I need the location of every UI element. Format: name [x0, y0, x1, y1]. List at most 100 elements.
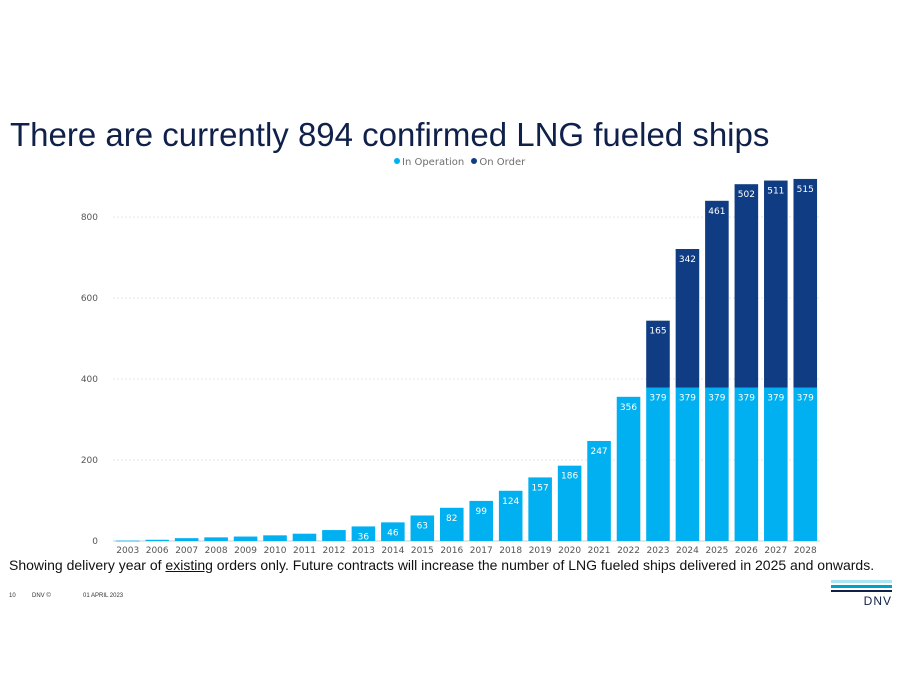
footer-page-number: 10 [9, 593, 16, 599]
legend-label-in-operation: In Operation [402, 157, 465, 168]
x-tick-label: 2019 [529, 546, 552, 556]
data-label-in-operation: 36 [358, 532, 370, 542]
bar-in-operation [351, 526, 376, 541]
x-tick-label: 2010 [264, 546, 287, 556]
legend-item-in-operation: In Operation [394, 157, 464, 168]
bar-on-order [734, 184, 759, 388]
x-tick-label: 2024 [676, 546, 699, 556]
footnote-prefix: Showing delivery year of [9, 557, 166, 573]
data-label-in-operation: 379 [649, 394, 666, 404]
logo-bar-dark [831, 590, 892, 592]
bar-in-operation [439, 507, 464, 541]
bar-in-operation [734, 387, 759, 541]
data-label-in-operation: 63 [417, 521, 428, 531]
bar-in-operation [616, 396, 641, 541]
data-label-on-order: 342 [679, 255, 696, 265]
data-label-in-operation: 379 [708, 394, 725, 404]
bar-in-operation [469, 500, 494, 541]
bar-in-operation [263, 535, 287, 541]
logo-bar-light [831, 580, 892, 583]
bar-in-operation [705, 387, 729, 541]
bar-on-order [764, 180, 788, 388]
data-label-in-operation: 247 [590, 447, 607, 457]
bar-on-order [675, 248, 700, 388]
data-label-in-operation: 99 [476, 507, 488, 517]
bar-in-operation [528, 477, 552, 541]
legend-dot-on-order [471, 158, 478, 164]
y-tick-label: 0 [92, 537, 98, 547]
x-tick-label: 2013 [352, 546, 375, 556]
data-label-in-operation: 379 [738, 394, 755, 404]
x-tick-label: 2022 [617, 546, 640, 556]
slide-title: There are currently 894 confirmed LNG fu… [10, 116, 770, 153]
data-label-in-operation: 379 [767, 394, 784, 404]
chart-legend: In Operation On Order [394, 157, 529, 168]
data-label-in-operation: 46 [387, 528, 399, 538]
legend-item-on-order: On Order [471, 157, 525, 168]
bar-in-operation [646, 387, 670, 541]
x-tick-label: 2006 [146, 546, 169, 556]
bar-in-operation [764, 387, 788, 541]
x-tick-label: 2014 [381, 546, 404, 556]
x-tick-label: 2011 [293, 546, 316, 556]
logo-bar-mid [831, 585, 892, 588]
bar-on-order [646, 320, 670, 388]
x-tick-label: 2016 [440, 546, 463, 556]
y-tick-label: 400 [81, 375, 98, 385]
bar-in-operation [410, 515, 435, 541]
y-tick-label: 800 [81, 213, 98, 223]
footnote-underlined: existing [165, 557, 213, 573]
bar-in-operation [292, 533, 317, 541]
x-tick-label: 2027 [764, 546, 787, 556]
dnv-logo: DNV [831, 580, 892, 610]
footnote: Showing delivery year of existing orders… [9, 557, 874, 573]
data-label-on-order: 511 [767, 187, 784, 197]
data-label-on-order: 515 [797, 185, 814, 195]
bar-on-order [793, 178, 818, 388]
x-tick-label: 2025 [705, 546, 728, 556]
x-tick-label: 2008 [205, 546, 228, 556]
data-label-in-operation: 379 [679, 394, 696, 404]
footer-brand: DNV © [32, 593, 51, 599]
x-tick-label: 2023 [647, 546, 670, 556]
data-label-in-operation: 356 [620, 403, 637, 413]
x-tick-label: 2012 [322, 546, 345, 556]
bar-in-operation [557, 465, 582, 541]
x-tick-label: 2017 [470, 546, 493, 556]
x-tick-label: 2007 [175, 546, 198, 556]
bar-in-operation [793, 387, 818, 541]
y-tick-label: 600 [81, 294, 98, 304]
y-tick-label: 200 [81, 456, 98, 466]
bar-on-order [705, 200, 729, 388]
x-tick-label: 2009 [234, 546, 257, 556]
data-label-in-operation: 186 [561, 472, 578, 482]
x-tick-label: 2003 [116, 546, 139, 556]
legend-dot-in-operation [394, 158, 400, 164]
data-label-in-operation: 82 [446, 514, 457, 524]
data-label-in-operation: 124 [502, 497, 519, 507]
x-tick-label: 2028 [794, 546, 817, 556]
data-label-in-operation: 379 [797, 394, 814, 404]
bar-chart: 0 200 400 600 800 2003 2006 2007 2008 2009 2010 201… [81, 178, 820, 556]
legend-label-on-order: On Order [479, 157, 526, 168]
bar-in-operation [174, 538, 199, 541]
bar-in-operation [233, 536, 258, 541]
data-label-on-order: 165 [649, 327, 666, 337]
footnote-suffix: orders only. Future contracts will incre… [212, 557, 875, 573]
bar-in-operation [115, 540, 140, 542]
bar-in-operation [322, 530, 346, 541]
bar-in-operation [145, 539, 169, 541]
x-tick-label: 2018 [499, 546, 522, 556]
bar-in-operation [587, 440, 611, 541]
bar-in-operation [675, 387, 700, 541]
x-tick-label: 2021 [588, 546, 611, 556]
bar-in-operation [204, 537, 228, 541]
footer-date: 01 APRIL 2023 [83, 593, 124, 599]
x-tick-label: 2015 [411, 546, 434, 556]
logo-text: DNV [863, 594, 892, 608]
x-tick-label: 2026 [735, 546, 758, 556]
x-tick-label: 2020 [558, 546, 581, 556]
bar-in-operation [381, 522, 405, 541]
data-label-in-operation: 157 [532, 483, 549, 493]
data-label-on-order: 461 [708, 207, 725, 217]
